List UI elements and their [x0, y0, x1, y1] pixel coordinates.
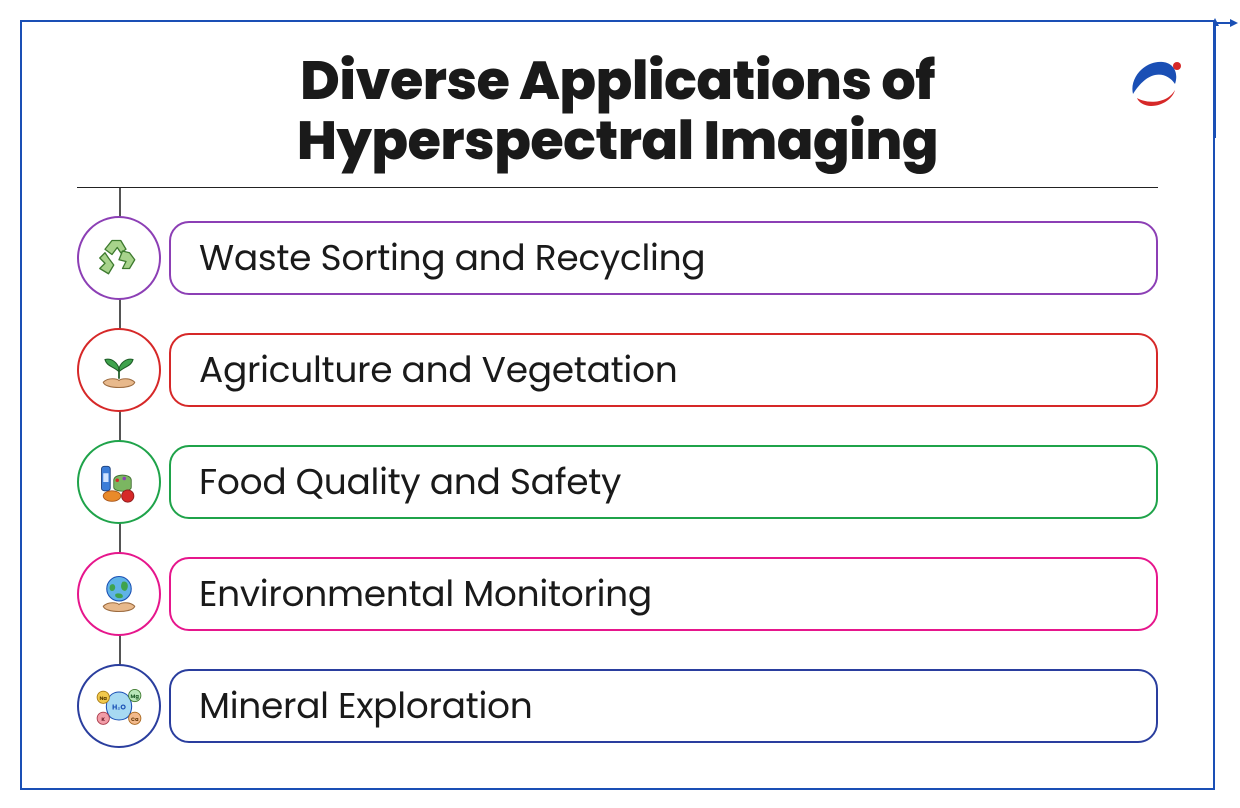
svg-text:Na: Na — [99, 694, 107, 702]
title-divider — [77, 187, 1158, 188]
item-pill: Agriculture and Vegetation — [169, 333, 1158, 407]
svg-text:K: K — [101, 715, 105, 723]
item-pill: Waste Sorting and Recycling — [169, 221, 1158, 295]
food-icon — [77, 440, 161, 524]
item-pill: Mineral Exploration — [169, 669, 1158, 743]
brand-logo — [1123, 52, 1183, 112]
recycle-icon — [77, 216, 161, 300]
item-label: Agriculture and Vegetation — [199, 342, 677, 397]
svg-text:Ca: Ca — [131, 715, 139, 723]
list-item: Waste Sorting and Recycling — [77, 216, 1158, 300]
earth-hand-icon — [77, 552, 161, 636]
list-item: Environmental Monitoring — [77, 552, 1158, 636]
item-pill: Environmental Monitoring — [169, 557, 1158, 631]
list-item: H₂O Na Mg K Ca Mineral Exploration — [77, 664, 1158, 748]
item-label: Waste Sorting and Recycling — [199, 230, 705, 285]
main-frame: Diverse Applications of Hyperspectral Im… — [20, 20, 1215, 790]
applications-list: Waste Sorting and Recycling Agriculture … — [77, 216, 1158, 748]
item-pill: Food Quality and Safety — [169, 445, 1158, 519]
list-item: Food Quality and Safety — [77, 440, 1158, 524]
page-title: Diverse Applications of Hyperspectral Im… — [22, 22, 1213, 171]
title-line-2: Hyperspectral Imaging — [297, 102, 938, 178]
minerals-icon: H₂O Na Mg K Ca — [77, 664, 161, 748]
svg-text:Mg: Mg — [131, 692, 140, 700]
item-label: Food Quality and Safety — [199, 454, 621, 509]
plant-hand-icon — [77, 328, 161, 412]
item-label: Environmental Monitoring — [199, 566, 652, 621]
svg-text:H₂O: H₂O — [112, 703, 126, 712]
list-item: Agriculture and Vegetation — [77, 328, 1158, 412]
item-label: Mineral Exploration — [199, 678, 533, 733]
